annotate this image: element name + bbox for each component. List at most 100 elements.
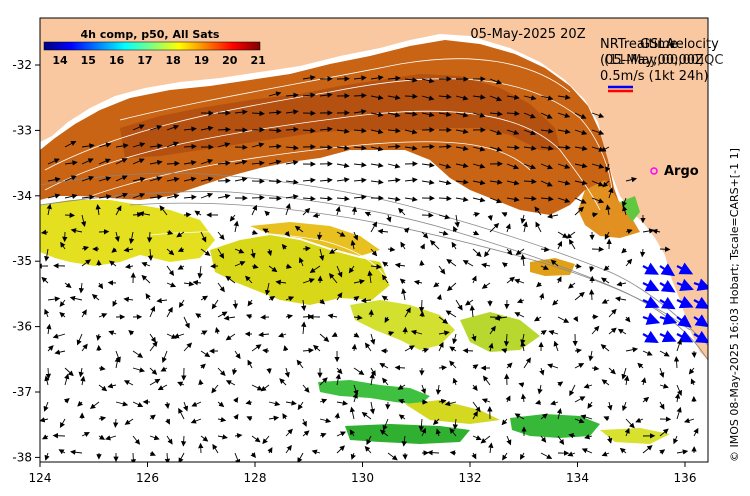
velocity-arrow [569,384,576,397]
velocity-arrow [502,452,508,461]
velocity-arrow [302,75,316,81]
velocity-arrow [166,306,173,318]
velocity-arrow [44,452,50,461]
velocity-arrow [659,367,665,378]
x-tick-label: 132 [459,471,482,485]
velocity-arrow [178,452,185,462]
velocity-arrow [200,330,208,336]
velocity-arrow [540,330,547,336]
velocity-arrow [540,163,554,170]
velocity-arrow [621,197,628,208]
velocity-arrow [574,145,588,151]
velocity-arrow [449,360,457,369]
velocity-arrow [301,321,307,335]
velocity-arrow [157,384,168,391]
velocity-arrow [621,367,627,380]
velocity-arrow [247,359,253,369]
velocity-arrow [556,408,563,420]
velocity-arrow [166,229,174,235]
velocity-arrow [520,340,526,352]
velocity-arrow [98,434,106,440]
velocity-arrow [387,452,398,461]
velocity-arrow [605,163,611,173]
velocity-arrow [319,432,327,438]
velocity-arrow [217,142,231,148]
velocity-arrow [59,418,66,428]
velocity-arrow [149,414,156,421]
velocity-arrow [268,143,282,150]
velocity-arrow [149,450,156,456]
velocity-arrow [608,327,617,335]
velocity-arrow [506,163,520,170]
velocity-arrow [353,145,367,151]
velocity-arrow [377,228,389,235]
velocity-arrow [676,338,682,352]
velocity-arrow [251,204,257,216]
velocity-arrow [279,378,287,386]
velocity-arrow [43,401,49,412]
velocity-arrow [302,347,314,354]
velocity-arrow [603,265,610,271]
velocity-arrow [225,380,236,386]
velocity-arrow [223,315,236,321]
velocity-arrow [557,240,563,250]
velocity-arrow [200,435,209,442]
velocity-arrow [642,330,659,344]
velocity-arrow [397,384,406,390]
y-tick-label: -37 [12,385,32,399]
velocity-arrow [394,262,406,268]
velocity-arrow [568,238,576,250]
velocity-arrow [156,297,168,304]
velocity-arrow [251,344,262,352]
velocity-arrow [472,94,486,100]
velocity-arrow [164,401,170,409]
velocity-arrow [123,296,134,303]
velocity-arrow [132,176,146,183]
velocity-arrow [115,401,129,407]
velocity-arrow [433,281,440,288]
map-title: 05-May-2025 20Z [470,27,585,42]
velocity-arrow [540,413,548,420]
velocity-arrow [165,418,170,425]
velocity-arrow [399,278,406,285]
velocity-arrow [471,333,477,342]
velocity-arrow [608,367,616,375]
velocity-arrow [319,177,333,183]
velocity-arrow [353,279,365,285]
colorbar: 4h comp, p50, All Sats 14 15 16 17 18 19 20 21 [43,28,266,67]
velocity-arrow [370,128,384,135]
velocity-arrow [112,299,118,307]
velocity-arrow [63,398,70,404]
velocity-arrow [132,435,141,445]
y-tick-label: -33 [12,123,32,137]
velocity-arrow [462,347,474,354]
velocity-arrow [147,248,154,262]
velocity-arrow [506,129,520,135]
velocity-arrow [115,175,128,182]
velocity-arrow [370,75,384,81]
velocity-legend-line3: 0.5m/s (1kt 24h) [600,69,709,84]
velocity-arrow [217,416,227,423]
velocity-arrow [281,243,288,250]
velocity-arrow [212,443,219,454]
y-axis-ticks: -32 -33 -34 -35 -36 -37 -38 [12,58,40,464]
velocity-arrow [382,418,389,431]
velocity-arrow [444,400,457,407]
velocity-arrow [364,445,372,454]
velocity-arrow [557,435,565,445]
velocity-arrow [173,333,185,339]
sst-yellow-south [350,300,455,350]
velocity-arrow [523,129,537,136]
velocity-arrow [600,277,610,284]
velocity-arrow [591,129,605,135]
credit-text: © IMOS 08-May-2025 16:03 Hobart; Tscale=… [728,148,741,462]
velocity-arrow [540,95,554,101]
velocity-arrow [421,95,435,101]
velocity-arrow [387,163,401,169]
velocity-arrow [44,375,50,386]
velocity-arrow [617,328,627,335]
velocity-arrow [64,193,78,199]
velocity-arrow [183,212,192,218]
velocity-arrow [501,418,508,426]
velocity-arrow [642,296,660,309]
